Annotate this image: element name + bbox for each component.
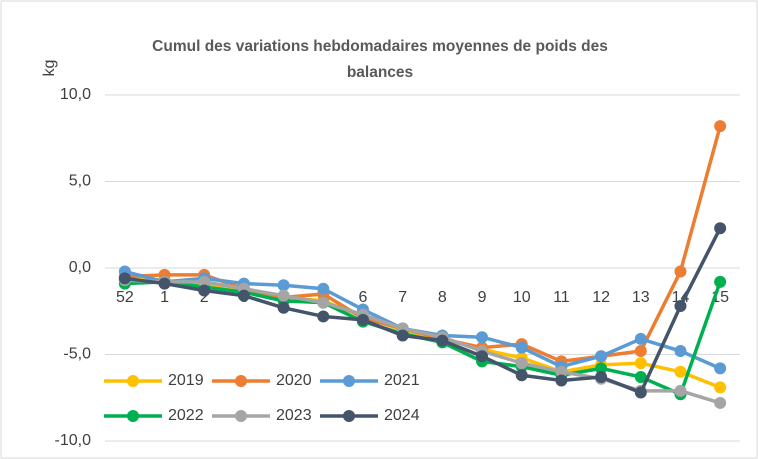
x-tick-label: 9 [478, 289, 487, 306]
y-tick-label: -5,0 [63, 346, 91, 363]
data-point [277, 289, 290, 302]
legend-label: 2019 [168, 372, 204, 389]
legend-marker [127, 375, 139, 387]
data-point [555, 374, 568, 387]
data-point [198, 275, 211, 288]
chart-title: Cumul des variations hebdomadaires moyen… [152, 38, 608, 81]
legend-label: 2021 [384, 372, 420, 389]
data-point [714, 120, 727, 133]
legend-marker [235, 375, 247, 387]
x-tick-label: 8 [438, 289, 447, 306]
data-point [555, 365, 568, 378]
data-point [317, 282, 330, 295]
legend-label: 2020 [276, 372, 312, 389]
data-point [674, 365, 687, 378]
x-tick-label: 12 [592, 289, 610, 306]
data-point [634, 357, 647, 370]
data-point [158, 277, 171, 290]
data-point [277, 301, 290, 314]
x-tick-label: 1 [160, 289, 169, 306]
x-tick-label: 7 [398, 289, 407, 306]
data-point [714, 396, 727, 409]
data-point [634, 370, 647, 383]
data-point [198, 284, 211, 297]
data-point [237, 289, 250, 302]
legend-marker [127, 410, 139, 422]
data-point [595, 350, 608, 363]
legend-label: 2022 [168, 407, 204, 424]
data-point [317, 296, 330, 309]
legend-label: 2023 [276, 407, 312, 424]
data-point [674, 345, 687, 358]
x-tick-label: 52 [116, 289, 134, 306]
y-axis-label: kg [41, 60, 58, 77]
data-point [595, 362, 608, 375]
data-point [714, 381, 727, 394]
series-line [124, 227, 722, 395]
data-point [714, 275, 727, 288]
data-point [436, 334, 449, 347]
data-point [674, 300, 687, 313]
legend-marker [343, 375, 355, 387]
data-point [714, 222, 727, 235]
data-point [515, 341, 528, 354]
data-point [118, 272, 131, 285]
data-point [674, 265, 687, 278]
data-point [277, 279, 290, 292]
y-tick-label: 10,0 [60, 86, 91, 103]
data-point [476, 331, 489, 344]
data-point [714, 362, 727, 375]
legend-label: 2024 [384, 407, 420, 424]
legend-marker [235, 410, 247, 422]
data-point [356, 313, 369, 326]
y-tick-label: -10,0 [55, 432, 92, 449]
x-tick-label: 11 [553, 289, 570, 306]
data-point [634, 345, 647, 358]
x-tick-label: 13 [632, 289, 650, 306]
data-point [515, 357, 528, 370]
y-tick-label: 5,0 [69, 173, 91, 190]
data-point [634, 332, 647, 345]
data-point [674, 384, 687, 397]
x-tick-label: 2 [200, 289, 209, 306]
data-point [595, 370, 608, 383]
data-point [515, 369, 528, 382]
x-tick-label: 6 [359, 289, 368, 306]
x-tick-label: 10 [513, 289, 531, 306]
legend-marker [343, 410, 355, 422]
y-tick-label: 0,0 [69, 259, 91, 276]
data-point [476, 350, 489, 363]
data-point [634, 386, 647, 399]
data-point [317, 310, 330, 323]
data-point [396, 329, 409, 342]
